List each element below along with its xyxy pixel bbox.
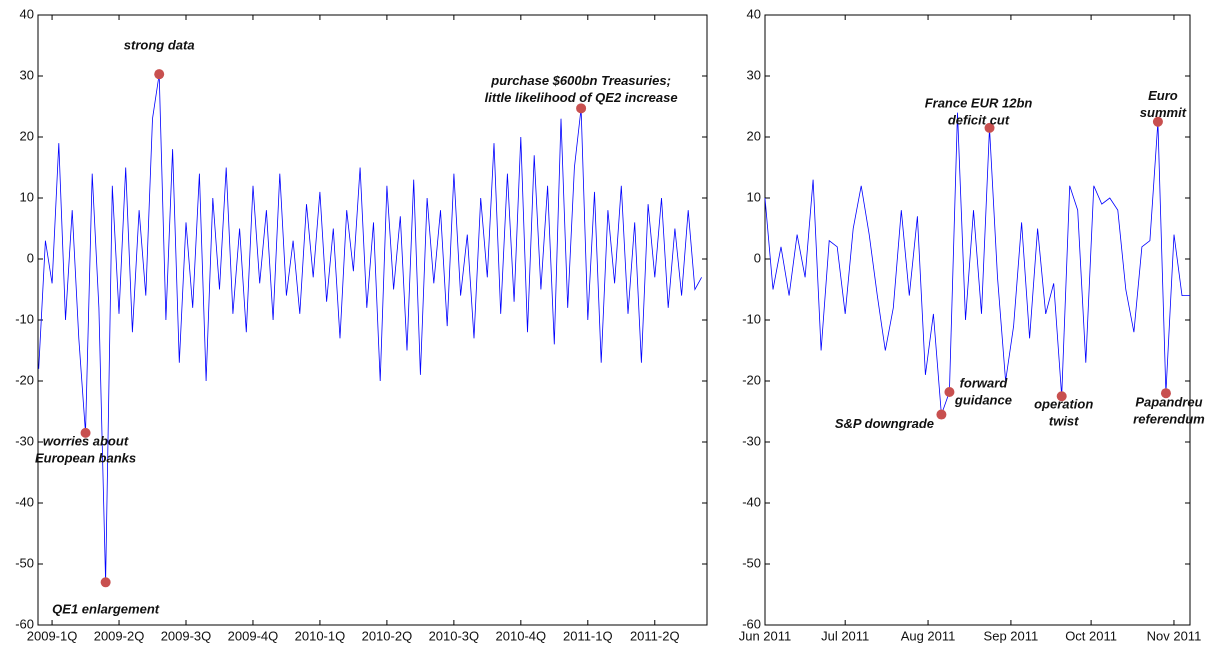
annotation: strong data [124, 38, 195, 53]
event-marker [936, 409, 947, 420]
x-tick-label: Jul 2011 [821, 628, 869, 643]
y-tick-label: 0 [754, 250, 761, 265]
x-tick-label: 2010-2Q [362, 628, 413, 643]
event-marker [576, 103, 587, 114]
x-tick-label: 2010-4Q [496, 628, 547, 643]
x-tick-label: 2009-1Q [27, 628, 78, 643]
annotation: Euro [1148, 88, 1178, 103]
x-tick-label: Nov 2011 [1147, 628, 1202, 643]
annotation: forward [960, 375, 1009, 390]
event-marker [154, 69, 165, 80]
y-tick-label: -30 [742, 433, 761, 448]
annotation: Papandreu [1135, 395, 1202, 410]
y-tick-label: -60 [15, 616, 34, 631]
y-tick-label: -40 [15, 494, 34, 509]
annotation: QE1 enlargement [52, 602, 160, 617]
y-tick-label: -50 [742, 555, 761, 570]
x-tick-label: Jun 2011 [739, 628, 792, 643]
y-tick-label: 40 [20, 6, 34, 21]
event-marker [1056, 391, 1067, 402]
y-tick-label: 30 [20, 67, 34, 82]
y-tick-label: -20 [15, 372, 34, 387]
y-tick-label: -50 [15, 555, 34, 570]
y-tick-label: 0 [27, 250, 34, 265]
y-tick-label: -10 [15, 311, 34, 326]
y-tick-label: 10 [20, 189, 34, 204]
y-tick-label: -60 [742, 616, 761, 631]
y-tick-label: -20 [742, 372, 761, 387]
annotation: deficit cut [948, 112, 1010, 127]
annotation: referendum [1133, 412, 1205, 427]
y-tick-label: 20 [747, 128, 761, 143]
annotation: worries about [43, 433, 129, 448]
series-line [764, 112, 1190, 415]
event-marker [984, 122, 995, 133]
y-tick-label: -10 [742, 311, 761, 326]
x-tick-label: 2009-3Q [161, 628, 212, 643]
x-tick-label: 2010-3Q [429, 628, 480, 643]
annotation: twist [1049, 414, 1079, 429]
y-tick-label: -30 [15, 433, 34, 448]
event-marker [944, 386, 955, 397]
series-line [38, 74, 702, 583]
annotation: European banks [35, 450, 136, 465]
x-tick-label: 2011-1Q [563, 628, 613, 643]
annotation: purchase $600bn Treasuries; [490, 73, 671, 88]
event-marker [100, 577, 111, 588]
y-tick-label: 40 [747, 6, 761, 21]
x-tick-label: Aug 2011 [901, 628, 956, 643]
plot-frame [37, 14, 708, 626]
y-tick-label: 20 [20, 128, 34, 143]
event-marker [1160, 388, 1171, 399]
annotation: little likelihood of QE2 increase [485, 90, 678, 105]
x-tick-label: Oct 2011 [1065, 628, 1117, 643]
y-tick-label: 30 [747, 67, 761, 82]
annotation: guidance [954, 392, 1012, 407]
annotation: operation [1034, 397, 1093, 412]
x-tick-label: 2011-2Q [630, 628, 680, 643]
annotation: S&P downgrade [835, 416, 934, 431]
y-tick-label: 10 [747, 189, 761, 204]
annotation: France EUR 12bn [925, 95, 1033, 110]
event-marker [80, 427, 91, 438]
event-marker [1152, 116, 1163, 127]
x-tick-label: 2009-2Q [94, 628, 145, 643]
y-tick-label: -40 [742, 494, 761, 509]
x-tick-label: 2010-1Q [295, 628, 346, 643]
annotation: summit [1140, 105, 1187, 120]
x-tick-label: 2009-4Q [228, 628, 279, 643]
x-tick-label: Sep 2011 [984, 628, 1039, 643]
